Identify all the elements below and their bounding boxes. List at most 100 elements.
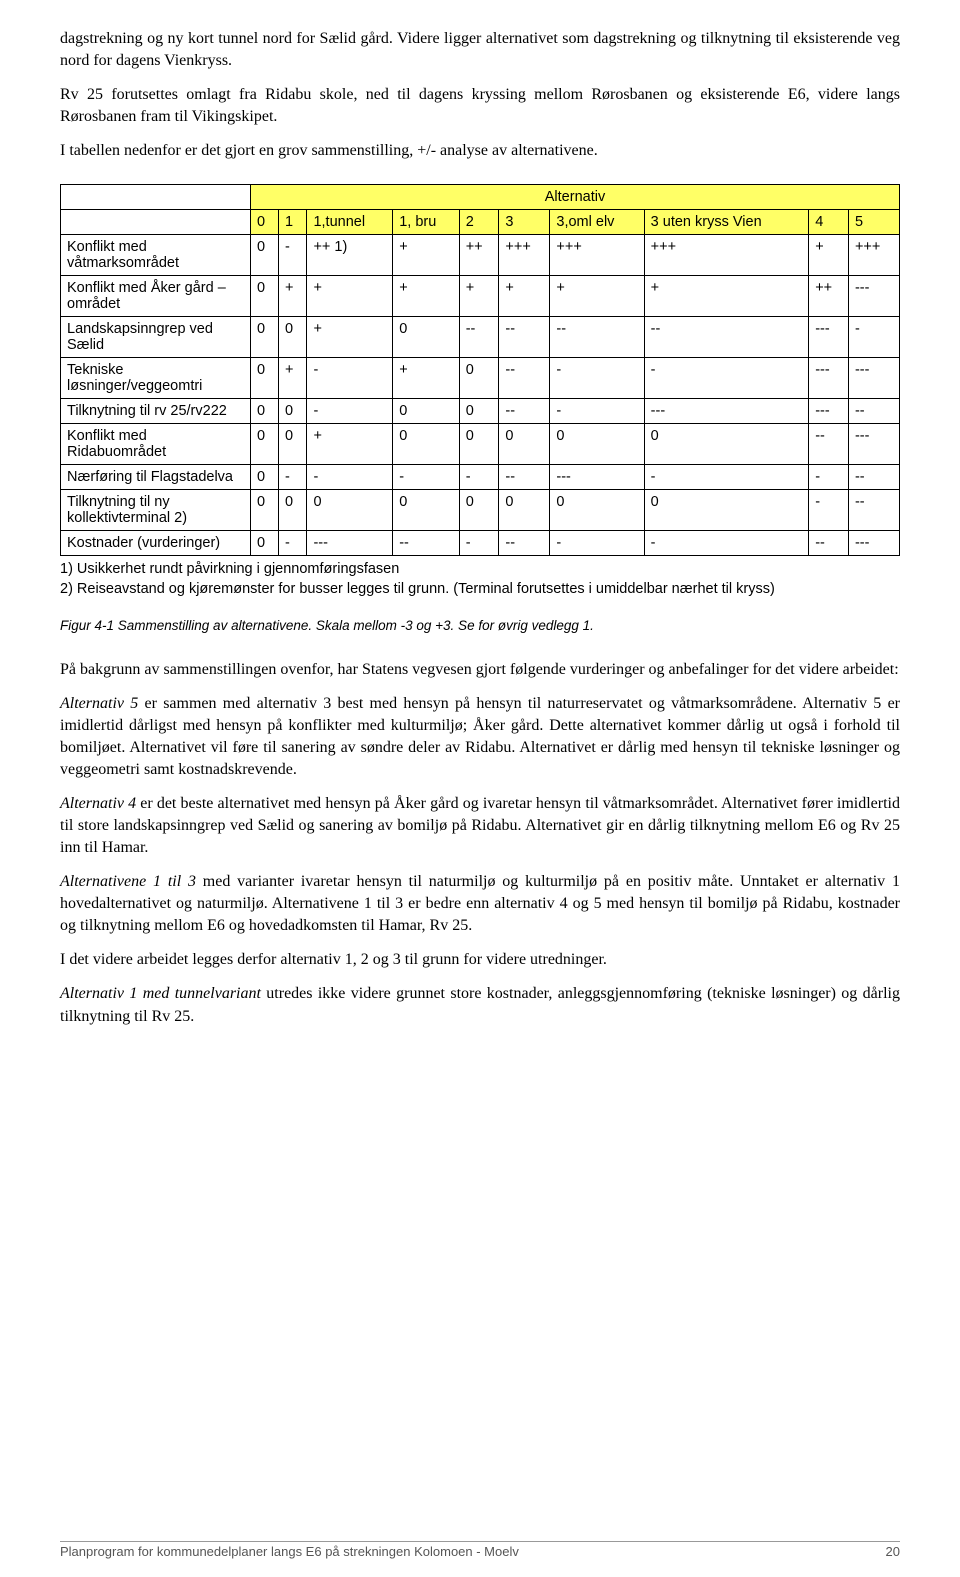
footer-page: 20 <box>886 1544 900 1559</box>
value-cell: +++ <box>848 235 899 276</box>
alt5-label: Alternativ 5 <box>60 695 138 712</box>
col-3oml: 3,oml elv <box>550 210 644 235</box>
value-cell: -- <box>499 317 550 358</box>
value-cell: 0 <box>278 399 306 424</box>
value-cell: 0 <box>251 317 279 358</box>
criteria-cell: Konflikt med Åker gård – området <box>61 276 251 317</box>
value-cell: ++ 1) <box>307 235 393 276</box>
value-cell: + <box>278 358 306 399</box>
table-row: Tilknytning til rv 25/rv22200-00--------… <box>61 399 900 424</box>
table-row: Konflikt med våtmarksområdet0-++ 1)+++++… <box>61 235 900 276</box>
value-cell: + <box>644 276 809 317</box>
col-0: 0 <box>251 210 279 235</box>
value-cell: -- <box>499 358 550 399</box>
value-cell: 0 <box>278 424 306 465</box>
value-cell: - <box>278 531 306 556</box>
value-cell: --- <box>644 399 809 424</box>
value-cell: 0 <box>251 490 279 531</box>
table-row: Kostnader (vurderinger)0---------------- <box>61 531 900 556</box>
intro-p1: dagstrekning og ny kort tunnel nord for … <box>60 28 900 72</box>
table-row: Konflikt med Åker gård – området0+++++++… <box>61 276 900 317</box>
intro-p3: I tabellen nedenfor er det gjort en grov… <box>60 140 900 162</box>
value-cell: - <box>278 465 306 490</box>
alt1t-paragraph: Alternativ 1 med tunnelvariant utredes i… <box>60 983 900 1027</box>
value-cell: - <box>278 235 306 276</box>
value-cell: 0 <box>251 276 279 317</box>
lead-paragraph: På bakgrunn av sammenstillingen ovenfor,… <box>60 659 900 681</box>
intro-p2: Rv 25 forutsettes omlagt fra Ridabu skol… <box>60 84 900 128</box>
criteria-cell: Kostnader (vurderinger) <box>61 531 251 556</box>
value-cell: -- <box>848 465 899 490</box>
value-cell: 0 <box>393 490 459 531</box>
value-cell: + <box>809 235 849 276</box>
value-cell: 0 <box>393 317 459 358</box>
value-cell: +++ <box>644 235 809 276</box>
value-cell: --- <box>809 399 849 424</box>
value-cell: --- <box>809 317 849 358</box>
value-cell: -- <box>499 399 550 424</box>
value-cell: - <box>644 358 809 399</box>
criteria-cell: Tekniske løsninger/veggeomtri <box>61 358 251 399</box>
value-cell: -- <box>499 465 550 490</box>
alternatives-table: Alternativ 0 1 1,tunnel 1, bru 2 3 3,oml… <box>60 184 900 556</box>
value-cell: --- <box>550 465 644 490</box>
col-4: 4 <box>809 210 849 235</box>
alternatives-table-wrap: Alternativ 0 1 1,tunnel 1, bru 2 3 3,oml… <box>60 184 900 599</box>
value-cell: -- <box>644 317 809 358</box>
value-cell: + <box>307 276 393 317</box>
value-cell: +++ <box>550 235 644 276</box>
col-3: 3 <box>499 210 550 235</box>
value-cell: -- <box>809 531 849 556</box>
criteria-cell: Tilknytning til ny kollektivterminal 2) <box>61 490 251 531</box>
value-cell: - <box>550 531 644 556</box>
value-cell: + <box>393 358 459 399</box>
table-body: Konflikt med våtmarksområdet0-++ 1)+++++… <box>61 235 900 556</box>
criteria-cell: Tilknytning til rv 25/rv222 <box>61 399 251 424</box>
value-cell: - <box>644 531 809 556</box>
criteria-cell: Nærføring til Flagstadelva <box>61 465 251 490</box>
table-header-row-1: Alternativ <box>61 185 900 210</box>
value-cell: 0 <box>459 490 499 531</box>
page-footer: Planprogram for kommunedelplaner langs E… <box>60 1541 900 1559</box>
value-cell: -- <box>459 317 499 358</box>
table-row: Tilknytning til ny kollektivterminal 2)0… <box>61 490 900 531</box>
value-cell: --- <box>848 276 899 317</box>
alt13-paragraph: Alternativene 1 til 3 med varianter ivar… <box>60 871 900 937</box>
value-cell: 0 <box>459 358 499 399</box>
header-blank <box>61 185 251 210</box>
col-5: 5 <box>848 210 899 235</box>
value-cell: 0 <box>644 490 809 531</box>
value-cell: + <box>499 276 550 317</box>
value-cell: -- <box>809 424 849 465</box>
value-cell: --- <box>307 531 393 556</box>
value-cell: + <box>550 276 644 317</box>
value-cell: - <box>459 531 499 556</box>
value-cell: 0 <box>307 490 393 531</box>
value-cell: 0 <box>251 531 279 556</box>
figure-caption: Figur 4-1 Sammenstilling av alternativen… <box>60 618 900 633</box>
value-cell: 0 <box>251 358 279 399</box>
col-1tunnel: 1,tunnel <box>307 210 393 235</box>
value-cell: 0 <box>251 465 279 490</box>
value-cell: -- <box>848 399 899 424</box>
value-cell: +++ <box>499 235 550 276</box>
value-cell: 0 <box>251 399 279 424</box>
value-cell: 0 <box>644 424 809 465</box>
value-cell: - <box>307 399 393 424</box>
value-cell: 0 <box>550 490 644 531</box>
value-cell: 0 <box>499 424 550 465</box>
header-title: Alternativ <box>251 185 900 210</box>
col-2: 2 <box>459 210 499 235</box>
table-header-row-2: 0 1 1,tunnel 1, bru 2 3 3,oml elv 3 uten… <box>61 210 900 235</box>
alt5-paragraph: Alternativ 5 er sammen med alternativ 3 … <box>60 693 900 781</box>
alt4-text: er det beste alternativet med hensyn på … <box>60 795 900 856</box>
alt4-label: Alternativ 4 <box>60 795 136 812</box>
header-blank2 <box>61 210 251 235</box>
value-cell: + <box>459 276 499 317</box>
value-cell: 0 <box>550 424 644 465</box>
value-cell: - <box>459 465 499 490</box>
alt1t-label: Alternativ 1 med tunnelvariant <box>60 985 261 1002</box>
footer-text: Planprogram for kommunedelplaner langs E… <box>60 1544 519 1559</box>
value-cell: - <box>809 465 849 490</box>
value-cell: 0 <box>499 490 550 531</box>
